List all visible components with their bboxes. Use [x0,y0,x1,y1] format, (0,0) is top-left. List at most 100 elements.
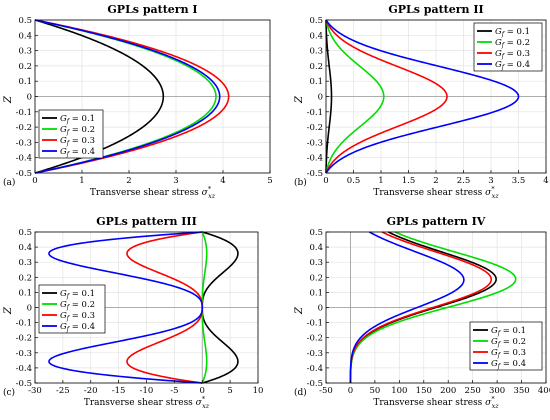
legend-entry: Gf = 0.2 [491,337,526,348]
x-tick-label: 2.5 [457,176,471,186]
y-tick-label: 0.3 [18,47,32,57]
series-line-1 [34,19,165,174]
legend-entry: Gf = 0.3 [495,49,530,60]
series-line-3 [34,19,230,174]
x-tick-label: -50 [319,386,333,396]
y-tick-label: -0.4 [307,364,323,374]
y-tick-label: -0.5 [307,379,323,389]
panel-2: 0 0.5 1 1.5 2 2.5 3 3.5 4 -0.5 -0.4 -0.3 -0.2 -0.1 0 0.… [294,3,549,200]
x-axis-label: Transverse shear stress σ* xz [373,395,499,410]
series-line-3 [325,19,448,174]
y-tick-label: -0.2 [307,123,323,133]
x-tick-label: 4 [543,176,548,186]
x-tick-label: 200 [440,386,456,396]
legend: Gf = 0.1Gf = 0.2Gf = 0.3Gf = 0.4 [38,109,104,159]
x-tick-label: 400 [538,386,550,396]
x-tick-label: 3.5 [512,176,526,186]
y-axis-label: Z [294,306,305,315]
y-tick-label: 0.3 [309,47,323,57]
x-tick-label: 1.5 [402,176,416,186]
panel-1: 0 1 2 3 4 5 -0.5 -0.4 -0.3 -0.2 -0.1 0 0.1 0.2 0.3 0.4 0… [3,3,273,200]
y-tick-label: -0.5 [16,169,32,179]
series-line-4 [325,19,520,174]
legend-entry: Gf = 0.3 [60,136,95,147]
series-line-4 [48,231,204,384]
panel-label: (c) [3,387,15,398]
x-tick-label: 50 [369,386,380,396]
y-tick-label: -0.2 [307,334,323,344]
chart-title: GPLs pattern III [96,215,196,228]
x-tick-label: 0.5 [347,176,361,186]
legend: Gf = 0.1Gf = 0.2Gf = 0.3Gf = 0.4 [469,321,543,371]
legend-entry: Gf = 0.3 [60,311,95,322]
y-tick-label: 0.4 [18,31,32,41]
y-tick-label: 0 [318,93,323,103]
legend-entry: Gf = 0.2 [495,38,530,49]
y-tick-label: -0.1 [16,108,32,118]
chart-title: GPLs pattern II [388,3,483,16]
y-tick-label: 0 [27,93,32,103]
x-tick-label: 1 [79,176,84,186]
legend: Gf = 0.1Gf = 0.2Gf = 0.3Gf = 0.4 [38,284,106,334]
x-tick-label: 5 [227,386,232,396]
y-axis-label: Z [3,306,14,315]
x-tick-label: -25 [56,386,70,396]
y-tick-label: -0.4 [16,154,32,164]
legend-entry: Gf = 0.1 [60,289,95,300]
panel-label: (d) [294,387,307,398]
y-tick-label: 0 [27,304,32,314]
x-tick-label: 300 [489,386,505,396]
legend-entry: Gf = 0.4 [60,322,95,333]
y-tick-label: 0.1 [309,77,323,87]
y-tick-label: 0.2 [309,273,323,283]
series-line-1 [325,19,333,174]
y-tick-label: 0.5 [309,228,323,238]
x-tick-label: 0 [32,176,37,186]
y-tick-label: -0.3 [307,138,323,148]
x-tick-label: 150 [416,386,432,396]
y-tick-label: 0.3 [18,258,32,268]
y-tick-label: 0.2 [18,273,32,283]
x-tick-label: -20 [84,386,98,396]
legend-entry: Gf = 0.2 [60,300,95,311]
y-tick-label: -0.3 [307,349,323,359]
y-tick-label: -0.5 [16,379,32,389]
x-axis-label: Transverse shear stress σ* xz [90,185,216,200]
legend-entry: Gf = 0.2 [60,125,95,136]
y-tick-label: 0.5 [18,228,32,238]
panel-label: (a) [3,177,15,188]
y-tick-label: -0.4 [307,154,323,164]
series-line-4 [34,19,221,174]
y-tick-label: 0.1 [18,288,32,298]
x-tick-label: 4 [220,176,225,186]
legend-entry: Gf = 0.4 [495,60,530,71]
x-tick-label: 2 [126,176,131,186]
panel-label: (b) [294,177,307,188]
legend-entry: Gf = 0.1 [60,114,95,125]
legend-entry: Gf = 0.4 [60,147,95,158]
y-tick-label: 0 [318,304,323,314]
y-tick-label: 0.2 [309,62,323,72]
y-tick-label: 0.4 [309,243,323,253]
y-tick-label: -0.1 [307,319,323,329]
x-axis-label: Transverse shear stress σ* xz [84,395,210,410]
x-tick-label: -10 [140,386,154,396]
x-tick-label: -5 [170,386,178,396]
x-axis-label: Transverse shear stress σ* xz [373,185,499,200]
y-tick-label: 0.2 [18,62,32,72]
x-tick-label: -30 [28,386,42,396]
legend: Gf = 0.1Gf = 0.2Gf = 0.3Gf = 0.4 [473,22,543,72]
x-tick-label: 0 [200,386,205,396]
y-tick-label: 0.1 [309,288,323,298]
y-tick-label: -0.5 [307,169,323,179]
x-tick-label: 0 [323,176,328,186]
x-tick-label: 3 [488,176,493,186]
y-tick-label: 0.3 [309,258,323,268]
legend-entry: Gf = 0.1 [495,27,530,38]
x-tick-label: 1 [378,176,383,186]
x-tick-label: 3 [173,176,178,186]
series-line-4 [349,231,465,384]
y-tick-label: -0.3 [16,138,32,148]
y-tick-label: 0.4 [309,31,323,41]
